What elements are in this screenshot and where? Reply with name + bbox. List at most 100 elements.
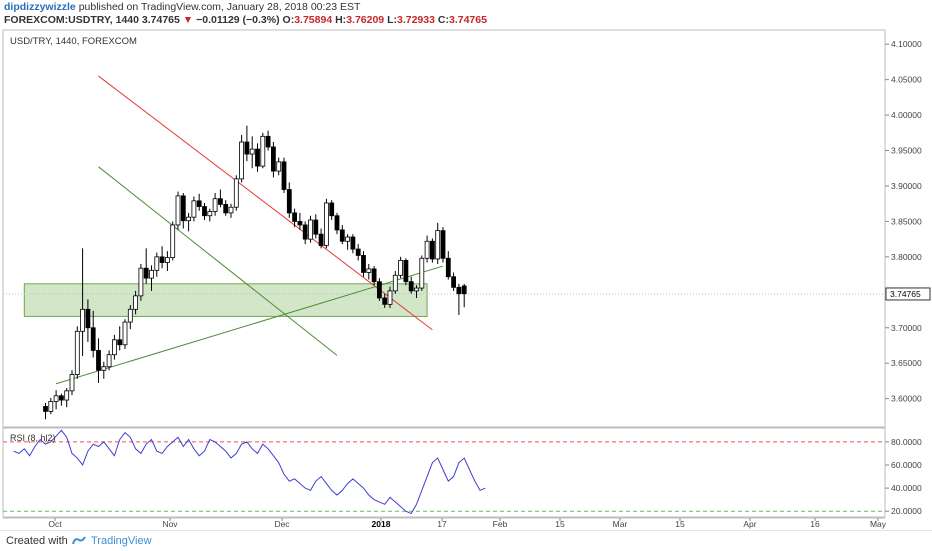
tradingview-logo-icon [72, 536, 86, 545]
candle [191, 196, 197, 222]
y-tick-label: 3.85000 [891, 216, 922, 226]
candle [345, 234, 351, 250]
candle-body [223, 203, 229, 214]
x-tick-label: 15 [555, 519, 565, 529]
candle [228, 203, 234, 218]
chart-canvas[interactable]: 4.10000 4.05000 4.00000 3.95000 3.90000 3.850… [0, 28, 932, 530]
candle [286, 182, 292, 218]
candle-body [456, 286, 462, 295]
candle [456, 283, 462, 315]
candle-body [414, 287, 419, 292]
candle-body [233, 178, 239, 208]
candle [424, 235, 430, 263]
rsi-tick-label: 40.0000 [891, 483, 922, 493]
candle-body [419, 257, 425, 289]
candle [217, 189, 223, 208]
high-value: 3.76209 [346, 14, 385, 26]
tradingview-brand[interactable]: TradingView [91, 535, 152, 547]
y-tick-label: 3.65000 [891, 358, 922, 368]
down-arrow-icon: ▼ [182, 14, 194, 26]
candle [414, 285, 419, 298]
candle-body [196, 200, 202, 207]
x-tick-label: Apr [743, 519, 756, 529]
candle-body [244, 141, 250, 155]
candle [387, 286, 393, 308]
candle [382, 293, 388, 308]
candle-body [53, 395, 59, 402]
x-tick-label: 15 [675, 519, 685, 529]
candle [461, 283, 467, 308]
candle-body [59, 395, 64, 401]
candle [112, 334, 117, 360]
candle [308, 215, 313, 243]
candle [164, 251, 170, 272]
candle [96, 338, 101, 384]
candle-body [265, 135, 271, 148]
rsi-line [13, 429, 486, 515]
candle-body [228, 206, 234, 214]
candle [122, 319, 128, 350]
candle [313, 214, 319, 239]
chart-title: USD/TRY, 1440, FOREXCOM [10, 36, 137, 47]
candle-body [292, 212, 298, 222]
candle-body [191, 200, 197, 218]
candle [196, 193, 202, 211]
candle [74, 326, 80, 379]
candle-body [85, 308, 91, 329]
candle [361, 251, 366, 277]
candle [429, 238, 435, 263]
candle-body [323, 202, 329, 246]
candle [202, 202, 207, 220]
candle [260, 132, 266, 169]
candle [69, 370, 75, 396]
rsi-tick-label: 80.0000 [891, 437, 922, 447]
candle-body [143, 267, 149, 279]
candle-body [339, 229, 345, 242]
candle-body [461, 285, 467, 295]
candle-body [154, 256, 160, 271]
candle [223, 200, 229, 216]
candle-body [96, 350, 101, 371]
candle-body [255, 148, 260, 167]
candle-body [90, 327, 96, 351]
candle-body [276, 161, 282, 172]
candle [143, 248, 149, 284]
candle [85, 299, 91, 342]
candle-body [117, 339, 123, 346]
rsi-tick-label: 60.0000 [891, 460, 922, 470]
y-tick-label: 3.60000 [891, 394, 922, 404]
candle [292, 208, 298, 228]
candle-body [382, 297, 388, 305]
candle [244, 125, 250, 162]
candle-body [48, 401, 54, 412]
candle-body [366, 268, 372, 273]
candle-body [186, 216, 192, 222]
candle-body [101, 366, 107, 371]
x-tick-label: Dec [274, 519, 290, 529]
candle-body [440, 230, 446, 259]
x-tick-label: Feb [493, 519, 508, 529]
x-tick-label: Oct [48, 519, 62, 529]
price-change: −0.01129 (−0.3%) [196, 14, 280, 26]
open-value: 3.75894 [294, 14, 333, 26]
candle-body [207, 211, 213, 217]
x-tick-label: Nov [162, 519, 178, 529]
candle [180, 193, 186, 229]
candle-body [398, 260, 404, 276]
x-tick-label: 2018 [372, 519, 391, 529]
close-value: 3.74765 [448, 14, 487, 26]
candle-body [408, 281, 414, 292]
candle [186, 212, 192, 232]
candle [376, 278, 382, 301]
candle-body [260, 135, 266, 167]
candle [159, 246, 165, 269]
candle-body [286, 189, 292, 214]
candle-body [133, 295, 139, 310]
candle-body [69, 374, 75, 392]
candle-body [451, 276, 457, 288]
candle [440, 227, 446, 263]
candle [350, 234, 356, 254]
candle-body [334, 215, 340, 231]
author-link[interactable]: dipdizzywizzle [4, 1, 76, 13]
candle-body [313, 219, 319, 235]
